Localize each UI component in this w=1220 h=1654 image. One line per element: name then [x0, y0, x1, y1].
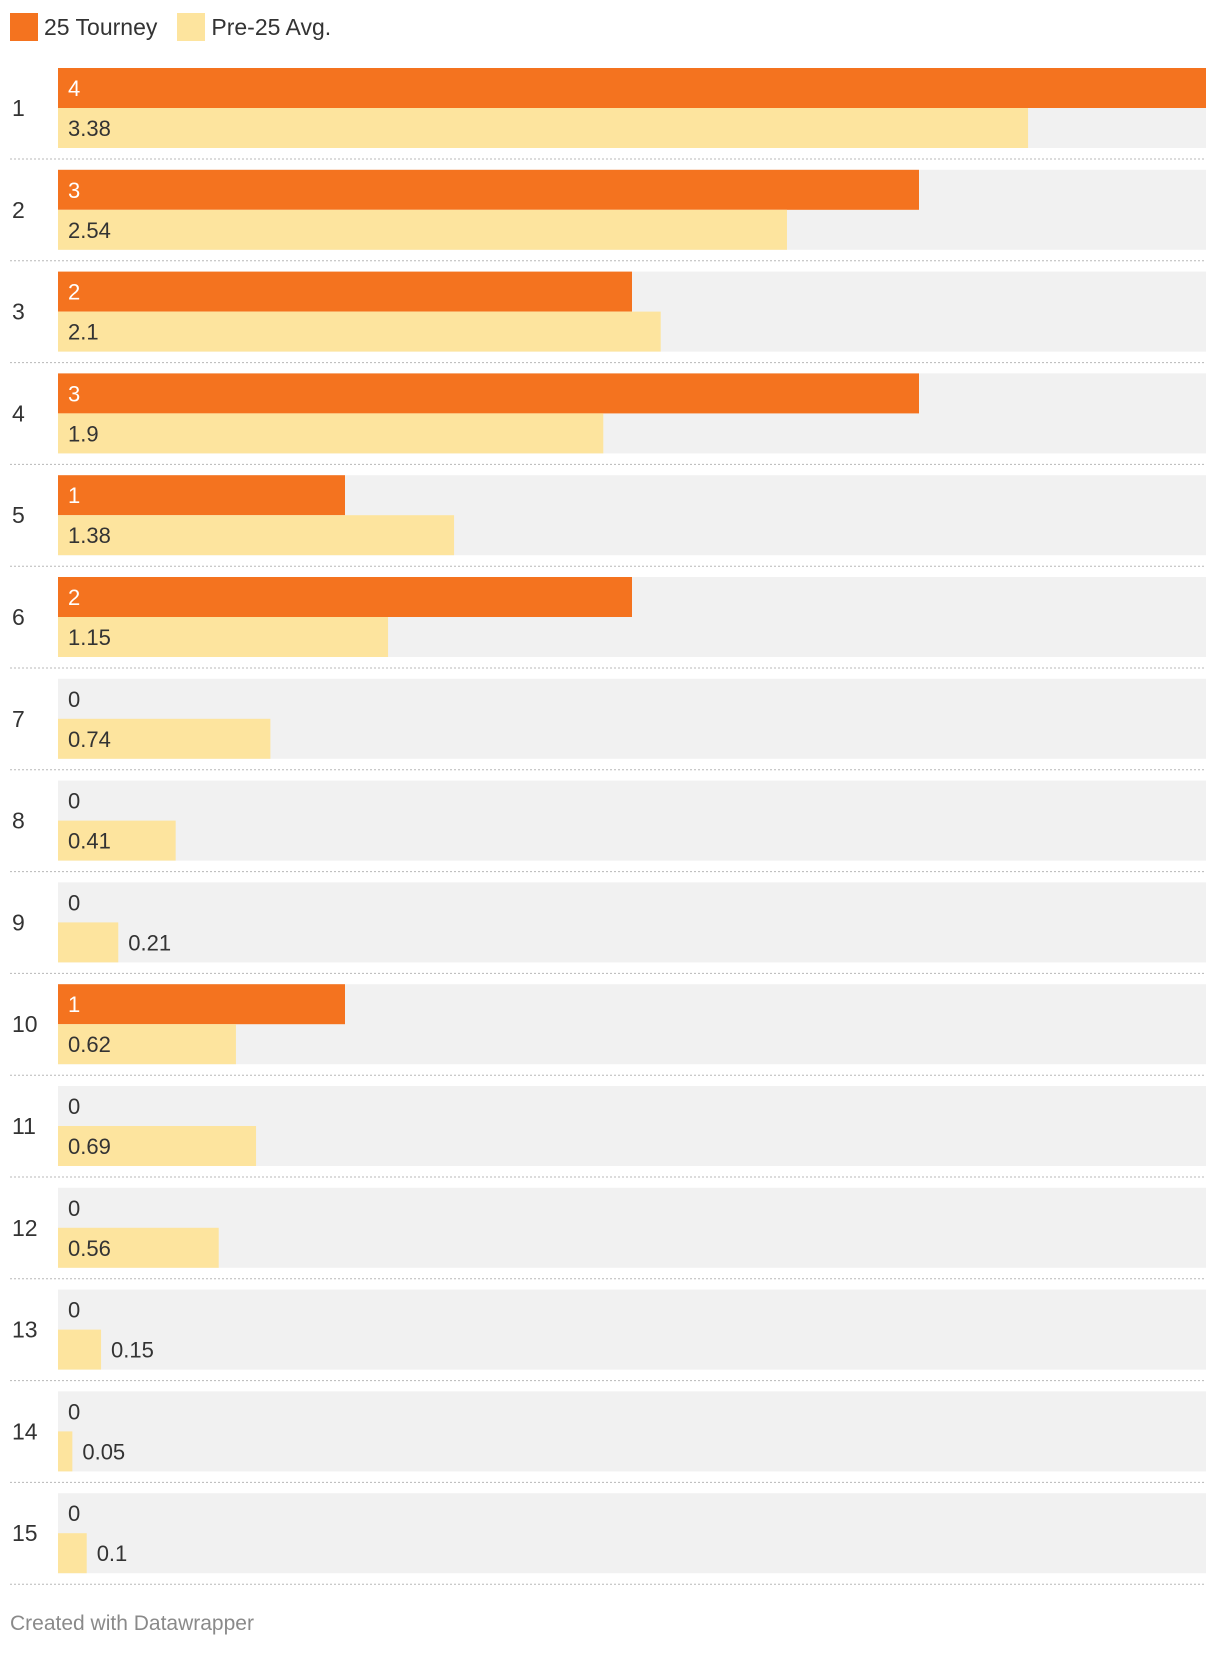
data-label: 0.21 [128, 930, 171, 955]
data-label: 1.9 [68, 421, 99, 446]
bar-pre-avg [58, 1329, 102, 1370]
data-label: 0.69 [68, 1134, 111, 1159]
row-label: 8 [12, 808, 25, 834]
data-label: 0 [68, 1094, 80, 1119]
bar-tourney [58, 475, 345, 516]
row-label: 1 [12, 95, 25, 121]
data-label: 1.38 [68, 523, 111, 548]
data-label: 0.62 [68, 1032, 111, 1057]
data-label: 0 [68, 1196, 80, 1221]
bar-pre-avg [58, 820, 176, 861]
row-label: 10 [12, 1011, 38, 1037]
row-label: 4 [12, 400, 25, 426]
bar-pre-avg [58, 108, 1029, 148]
bar-pre-avg [58, 515, 455, 556]
data-label: 0.15 [111, 1338, 154, 1363]
legend: 25 Tourney Pre-25 Avg. [10, 10, 351, 44]
row-background [58, 1289, 1206, 1370]
data-label: 3 [68, 381, 80, 406]
bar-tourney [58, 984, 345, 1025]
data-label: 0 [68, 1399, 80, 1424]
data-label: 0.74 [68, 727, 111, 752]
data-label: 2.1 [68, 320, 99, 345]
data-label: 3 [68, 178, 80, 203]
bar-pre-avg [58, 1431, 73, 1472]
bar-tourney [58, 373, 919, 414]
bar-pre-avg [58, 1227, 219, 1268]
row-background [58, 882, 1206, 963]
row-label: 11 [12, 1113, 36, 1139]
row-label: 13 [12, 1317, 38, 1343]
row-label: 7 [12, 706, 25, 732]
row-label: 3 [12, 299, 25, 325]
data-label: 1 [68, 483, 80, 508]
row-background [58, 780, 1206, 861]
bar-pre-avg [58, 311, 661, 352]
bar-pre-avg [58, 617, 389, 657]
data-label: 0 [68, 789, 80, 814]
data-label: 0.41 [68, 829, 111, 854]
bar-tourney [58, 271, 632, 312]
row-label: 2 [12, 197, 25, 223]
data-label: 0.56 [68, 1236, 111, 1261]
legend-swatch-25-tourney [10, 13, 38, 41]
bar-pre-avg [58, 1024, 236, 1065]
legend-swatch-pre-25-avg [177, 13, 206, 41]
bar-pre-avg [58, 718, 271, 759]
row-label: 6 [12, 604, 25, 630]
bar-pre-avg [58, 922, 119, 963]
data-label: 0.1 [97, 1541, 128, 1566]
bar-tourney [58, 68, 1206, 108]
row-label: 14 [12, 1418, 38, 1444]
row-label: 5 [12, 502, 25, 528]
row-background [58, 1493, 1206, 1574]
data-label: 1.15 [68, 625, 111, 650]
bar-tourney [58, 169, 919, 210]
row-label: 15 [12, 1520, 38, 1546]
legend-item-25-tourney: 25 Tourney [10, 13, 157, 41]
bar-pre-avg [58, 209, 787, 250]
row-label: 9 [12, 909, 25, 935]
data-label: 0 [68, 1298, 80, 1323]
data-label: 2.54 [68, 218, 111, 243]
data-label: 2 [68, 280, 80, 305]
bar-pre-avg [58, 413, 604, 454]
bar-pre-avg [58, 1126, 257, 1166]
data-label: 0.05 [82, 1439, 125, 1464]
legend-label-25-tourney: 25 Tourney [44, 13, 158, 40]
bar-pre-avg [58, 1533, 87, 1574]
data-label: 0 [68, 687, 80, 712]
row-label: 12 [12, 1215, 38, 1241]
footer-credit: Created with Datawrapper [10, 1612, 254, 1635]
data-label: 0 [68, 1501, 80, 1526]
data-label: 3.38 [68, 116, 111, 141]
bar-chart: 143.38232.54322.1431.9511.38621.15700.74… [10, 68, 1206, 1585]
bar-tourney [58, 577, 632, 617]
legend-label-pre-25-avg: Pre-25 Avg. [211, 13, 332, 40]
data-label: 1 [68, 992, 80, 1017]
legend-item-pre-25-avg: Pre-25 Avg. [177, 13, 331, 41]
row-background [58, 1187, 1206, 1268]
data-label: 0 [68, 890, 80, 915]
row-background [58, 1391, 1206, 1472]
data-label: 2 [68, 585, 80, 610]
data-label: 4 [68, 76, 80, 101]
